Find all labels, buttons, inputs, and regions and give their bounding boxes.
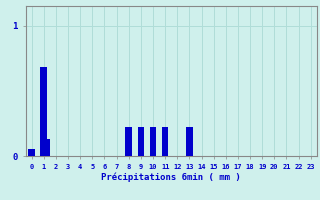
Bar — [28, 149, 35, 156]
Bar — [125, 127, 132, 156]
X-axis label: Précipitations 6min ( mm ): Précipitations 6min ( mm ) — [101, 172, 241, 182]
Bar — [47, 139, 50, 156]
Bar — [138, 127, 144, 156]
Bar — [40, 67, 47, 156]
Bar — [186, 127, 193, 156]
Bar — [162, 127, 168, 156]
Bar — [150, 127, 156, 156]
